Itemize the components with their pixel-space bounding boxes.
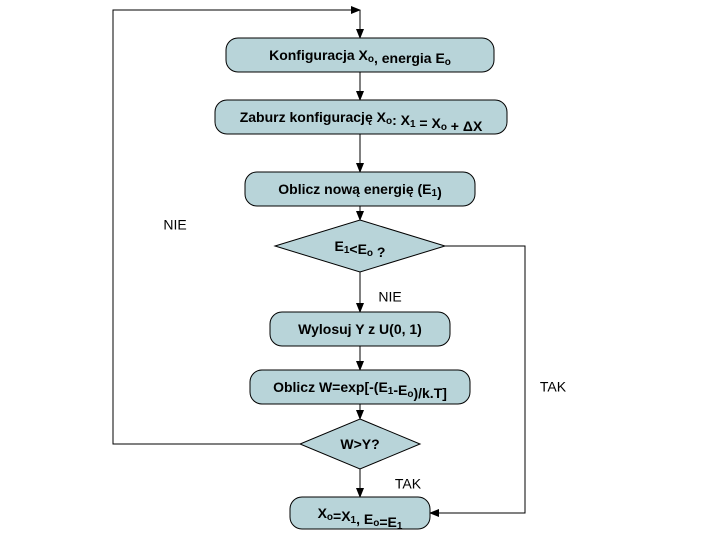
svg-text:W>Y?: W>Y? xyxy=(340,436,379,452)
node-config: Konfiguracja Xo, energia Eo xyxy=(226,38,494,72)
flowchart-canvas: Konfiguracja Xo, energia Eo Zaburz konfig… xyxy=(0,0,720,540)
node-perturb: Zaburz konfigurację Xo: X1 = Xo + ΔX xyxy=(215,100,507,134)
edge-label-nie_below: NIE xyxy=(378,289,401,305)
node-assign: Xo=X1, Eo=E1 xyxy=(290,497,430,532)
node-diamond1: E1<Eo ? xyxy=(275,220,445,272)
edge-label-tak_right: TAK xyxy=(540,379,567,395)
edge-label-nie_left: NIE xyxy=(163,217,186,233)
node-calcW: Oblicz W=exp[-(E1-Eo)/k.T] xyxy=(250,370,470,404)
svg-text:Wylosuj Y z U(0, 1): Wylosuj Y z U(0, 1) xyxy=(298,321,422,337)
edge-label-tak_below: TAK xyxy=(395,476,422,492)
node-energy: Oblicz nową energię (E1) xyxy=(245,172,475,206)
node-drawY: Wylosuj Y z U(0, 1) xyxy=(270,312,450,346)
node-diamond2: W>Y? xyxy=(300,419,420,469)
